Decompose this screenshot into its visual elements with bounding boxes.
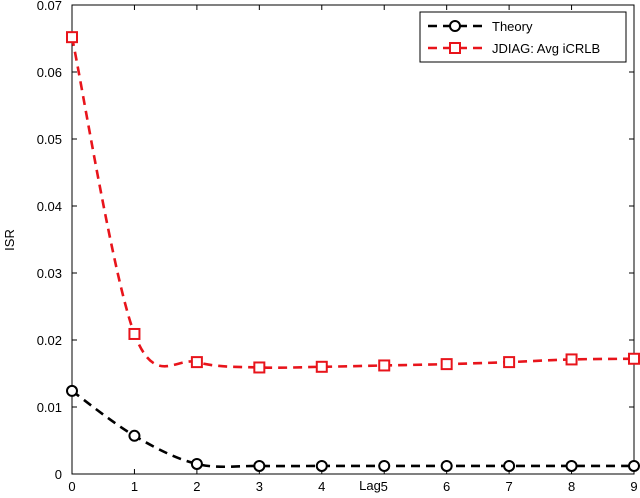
series-jdiag [66, 31, 640, 374]
data-point [378, 459, 391, 472]
x-tick-label: 2 [193, 479, 200, 494]
data-point [565, 353, 578, 366]
data-point [440, 358, 453, 371]
data-point [190, 356, 203, 369]
series-line [70, 36, 635, 370]
legend-item: JDIAG: Avg iCRLB [428, 41, 600, 56]
x-tick-label: 0 [68, 479, 75, 494]
data-point [565, 459, 578, 472]
data-point [128, 429, 141, 442]
x-tick-label: 3 [256, 479, 263, 494]
x-tick-label: 1 [131, 479, 138, 494]
data-point [378, 359, 391, 372]
y-tick-label: 0.07 [37, 0, 62, 13]
y-axis-label: ISR [2, 229, 17, 251]
legend-label: Theory [492, 19, 533, 34]
y-tick-label: 0.01 [37, 400, 62, 415]
data-point [315, 459, 328, 472]
series-line [71, 389, 635, 469]
x-tick-label: 4 [318, 479, 325, 494]
plot-area [71, 4, 635, 475]
y-tick-label: 0.02 [37, 333, 62, 348]
data-point [253, 361, 266, 374]
legend-label: JDIAG: Avg iCRLB [492, 41, 600, 56]
data-point [628, 459, 640, 472]
data-point [628, 352, 640, 365]
x-tick-label: 5 [381, 479, 388, 494]
legend-item: Theory [428, 19, 533, 34]
y-tick-label: 0.06 [37, 65, 62, 80]
data-series [66, 31, 640, 472]
legend-circle-marker [449, 20, 461, 32]
y-tick-label: 0 [55, 467, 62, 482]
legend-square-marker [449, 42, 461, 54]
y-tick-label: 0.05 [37, 132, 62, 147]
data-point [503, 356, 516, 369]
x-tick-label: 6 [443, 479, 450, 494]
plot-frame [71, 4, 635, 475]
data-point [128, 327, 141, 340]
legend: Theory JDIAG: Avg iCRLB [419, 11, 627, 63]
data-point [253, 459, 266, 472]
x-tick-label: 9 [630, 479, 637, 494]
x-tick-label: 7 [505, 479, 512, 494]
x-axis-label: Lag [359, 478, 381, 493]
y-tick-label: 0.04 [37, 199, 62, 214]
series-theory [66, 384, 640, 472]
data-point [503, 459, 516, 472]
x-tick-label: 8 [568, 479, 575, 494]
data-point [66, 31, 78, 44]
data-point [440, 459, 453, 472]
axis-ticks: 0 1 2 3 4 5 6 7 8 9 0 0.01 0.02 0.03 0.04 0.05 0.06 0.07 [37, 0, 638, 494]
data-point [315, 360, 328, 373]
data-point [66, 384, 78, 397]
data-point [190, 457, 203, 470]
y-tick-label: 0.03 [37, 266, 62, 281]
